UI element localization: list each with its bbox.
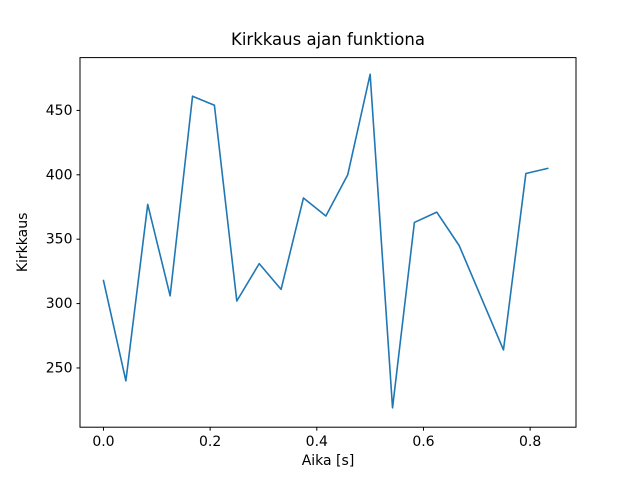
x-tick-label: 0.8 (519, 434, 541, 450)
x-tick-label: 0.6 (412, 434, 434, 450)
y-tick-label: 400 (46, 167, 73, 183)
chart-title: Kirkkaus ajan funktiona (231, 30, 425, 49)
plot-area (80, 57, 576, 428)
y-axis-label: Kirkkaus (15, 213, 31, 273)
data-line (102, 73, 549, 409)
y-tick-label: 250 (46, 360, 73, 376)
x-tick-label: 0.2 (199, 434, 221, 450)
y-tick-label: 450 (46, 103, 73, 119)
x-tick-label: 0.4 (306, 434, 328, 450)
y-tick-label: 300 (46, 296, 73, 312)
axes-spines (79, 57, 577, 428)
x-tick-label: 0.0 (92, 434, 114, 450)
y-tick-label: 350 (46, 232, 73, 248)
x-axis-label: Aika [s] (302, 453, 355, 469)
